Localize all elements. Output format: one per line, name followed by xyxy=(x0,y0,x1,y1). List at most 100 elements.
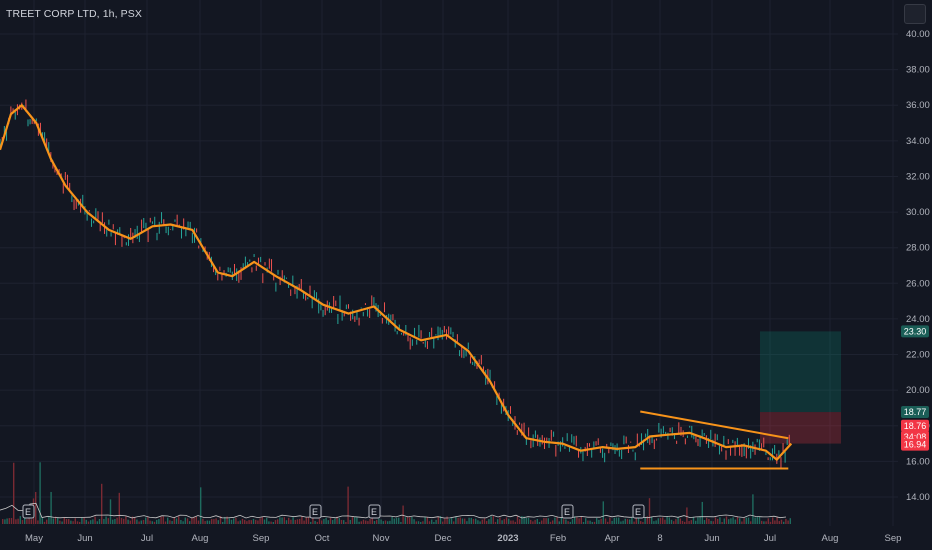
volume-bar xyxy=(466,521,468,524)
volume-bar xyxy=(765,521,767,524)
volume-bar xyxy=(686,507,688,524)
volume-bar xyxy=(277,519,279,524)
time-axis-bg xyxy=(0,528,932,550)
volume-bar xyxy=(442,521,444,524)
volume-bar xyxy=(626,519,629,524)
volume-bar xyxy=(261,516,263,524)
volume-bar xyxy=(631,517,633,524)
volume-bar xyxy=(142,520,145,524)
trendline-resistance[interactable] xyxy=(640,410,789,440)
volume-bar xyxy=(85,519,87,524)
price-badge xyxy=(901,419,929,432)
volume-bar xyxy=(147,516,149,524)
volume-bar xyxy=(593,521,596,524)
volume-bar xyxy=(607,521,609,524)
volume-bar xyxy=(70,520,72,524)
price-badge-label: 34:08 xyxy=(904,432,927,442)
volume-bar xyxy=(336,516,338,524)
volume-bar xyxy=(158,519,160,524)
volume-bar xyxy=(175,518,178,524)
volume-bar xyxy=(189,521,191,524)
volume-bar xyxy=(646,516,648,524)
volume-bar xyxy=(169,520,171,524)
volume-bar xyxy=(217,520,219,524)
volume-bar xyxy=(428,521,431,524)
price-badge xyxy=(901,325,929,338)
volume-bar xyxy=(703,520,706,524)
volume-bar xyxy=(213,519,215,524)
volume-bar xyxy=(448,518,450,524)
volume-bar xyxy=(501,520,503,524)
volume-bar xyxy=(761,520,763,524)
volume-bar xyxy=(160,516,162,524)
volume-bar xyxy=(332,520,334,524)
volume-bar xyxy=(200,487,202,524)
volume-bar xyxy=(778,521,780,524)
volume-bar xyxy=(578,518,580,524)
volume-bar xyxy=(224,516,226,524)
price-axis-label: 14.00 xyxy=(906,492,930,503)
volume-bar xyxy=(640,521,642,524)
volume-bar xyxy=(659,518,662,524)
volume-bar xyxy=(787,520,789,524)
price-axis-label: 36.00 xyxy=(906,100,930,111)
volume-bar xyxy=(310,521,312,524)
time-axis[interactable]: May Jun Jul Aug Sep Oct Nov Dec 2023 Feb Apr 8 Jun Ju… xyxy=(0,528,932,550)
chart-settings-button[interactable] xyxy=(904,4,926,24)
volume-bar xyxy=(736,516,739,524)
earnings-marker-label: E xyxy=(635,507,641,517)
volume-bar xyxy=(103,519,105,524)
moving-average-series xyxy=(0,104,793,461)
volume-bar xyxy=(402,505,404,524)
time-axis-label: Jun xyxy=(704,533,719,544)
price-axis[interactable]: 40.00 38.00 36.00 34.00 32.00 30.00 28.00 26.00… xyxy=(899,0,932,550)
time-axis-label: Jun xyxy=(77,533,92,544)
volume-bar xyxy=(527,517,530,524)
volume-bar xyxy=(290,519,292,524)
volume-bar xyxy=(371,517,373,524)
volume-bar xyxy=(439,516,442,524)
volume-bar xyxy=(204,521,206,524)
volume-bar xyxy=(461,518,464,524)
volume-bar xyxy=(472,518,475,524)
volume-bar xyxy=(767,518,769,524)
volume-bar xyxy=(354,517,356,524)
volume-bar xyxy=(259,518,261,524)
volume-bar xyxy=(15,519,17,524)
volume-bar xyxy=(230,519,233,524)
volume-bar xyxy=(521,516,523,524)
price-axis-label: 32.00 xyxy=(906,171,930,182)
earnings-marker-box xyxy=(632,504,645,519)
volume-bar xyxy=(373,521,376,524)
volume-bar xyxy=(470,517,472,524)
volume-bar xyxy=(8,518,10,524)
position-zones xyxy=(760,331,841,444)
volume-bar xyxy=(554,517,556,524)
trendlines[interactable] xyxy=(640,410,789,470)
volume-bar xyxy=(303,520,305,524)
volume-bar xyxy=(406,516,409,524)
volume-bar xyxy=(270,521,272,524)
volume-bar xyxy=(268,521,270,524)
volume-bar xyxy=(756,516,758,524)
volume-bar xyxy=(334,518,336,524)
earnings-marker-label: E xyxy=(312,507,318,517)
volume-bar xyxy=(536,518,538,524)
volume-bar xyxy=(105,516,107,524)
volume-bar xyxy=(453,521,455,524)
volume-bar xyxy=(37,520,39,524)
volume-bar xyxy=(312,518,314,524)
volume-bar xyxy=(136,519,138,524)
volume-bar xyxy=(642,521,644,524)
volume-bar xyxy=(677,517,679,524)
price-axis-label: 26.00 xyxy=(906,278,930,289)
volume-bar xyxy=(288,517,290,524)
volume-bar xyxy=(17,518,19,524)
volume-bar xyxy=(695,520,697,524)
volume-bar xyxy=(349,519,351,524)
volume-bar xyxy=(30,519,32,524)
volume-bar xyxy=(343,520,345,524)
volume-bar xyxy=(180,519,182,524)
